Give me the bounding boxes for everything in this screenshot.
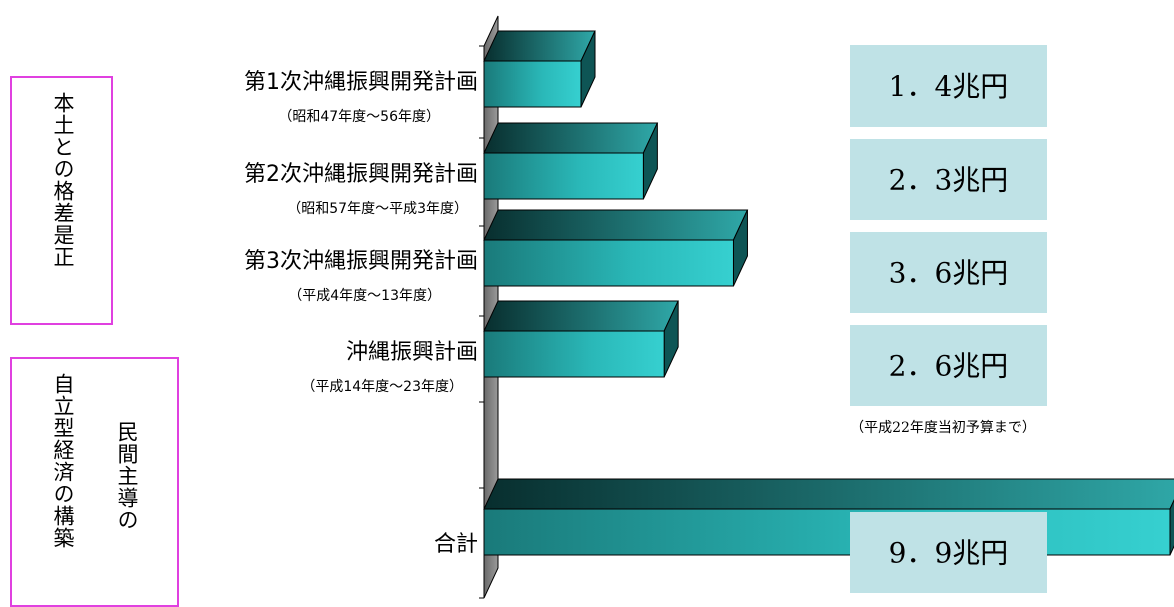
value-label: 9．9兆円 xyxy=(889,537,1009,570)
period-label: （昭和57年度～平成3年度） xyxy=(287,201,468,217)
category-label: 第1次沖縄振興開発計画 xyxy=(244,70,478,95)
goal-text-disparity: 本土との格差是正 xyxy=(51,92,75,268)
budget-note: （平成22年度当初予算まで） xyxy=(850,419,1036,436)
period-label: （昭和47年度～56年度） xyxy=(278,109,440,125)
bar-top-face xyxy=(483,122,659,154)
bar-front-face xyxy=(483,60,582,108)
bar-front-face xyxy=(483,239,734,287)
goal-box-disparity: 本土との格差是正 xyxy=(10,76,113,325)
bar-top-face xyxy=(483,30,596,62)
period-label: （平成4年度～13年度） xyxy=(288,288,441,304)
goal-text-private-led: 民間主導の xyxy=(115,421,139,531)
value-label: 1．4兆円 xyxy=(889,70,1009,103)
goal-text-autonomous-economy: 自立型経済の構築 xyxy=(51,373,75,549)
value-label: 2．3兆円 xyxy=(889,164,1009,197)
period-label: （平成14年度～23年度） xyxy=(301,379,463,395)
bar-top-face xyxy=(483,209,749,241)
value-box xyxy=(850,45,1047,127)
category-label: 合計 xyxy=(434,532,478,557)
bar-front-face xyxy=(483,330,665,378)
bar-top-face xyxy=(483,478,1174,510)
bar xyxy=(483,300,679,378)
category-label: 第2次沖縄振興開発計画 xyxy=(244,162,478,187)
value-label: 3．6兆円 xyxy=(889,257,1009,290)
value-box xyxy=(850,232,1047,313)
value-box xyxy=(850,512,1047,593)
category-label: 第3次沖縄振興開発計画 xyxy=(244,249,478,274)
bar xyxy=(483,209,749,287)
bar-front-face xyxy=(483,508,1171,556)
bar xyxy=(483,478,1174,556)
value-box xyxy=(850,139,1047,220)
value-box xyxy=(850,325,1047,406)
bar xyxy=(483,122,659,200)
category-label: 沖縄振興計画 xyxy=(346,340,478,365)
bar xyxy=(483,30,596,108)
bar-top-face xyxy=(483,300,679,332)
value-label: 2．6兆円 xyxy=(889,350,1009,383)
bar-front-face xyxy=(483,152,644,200)
